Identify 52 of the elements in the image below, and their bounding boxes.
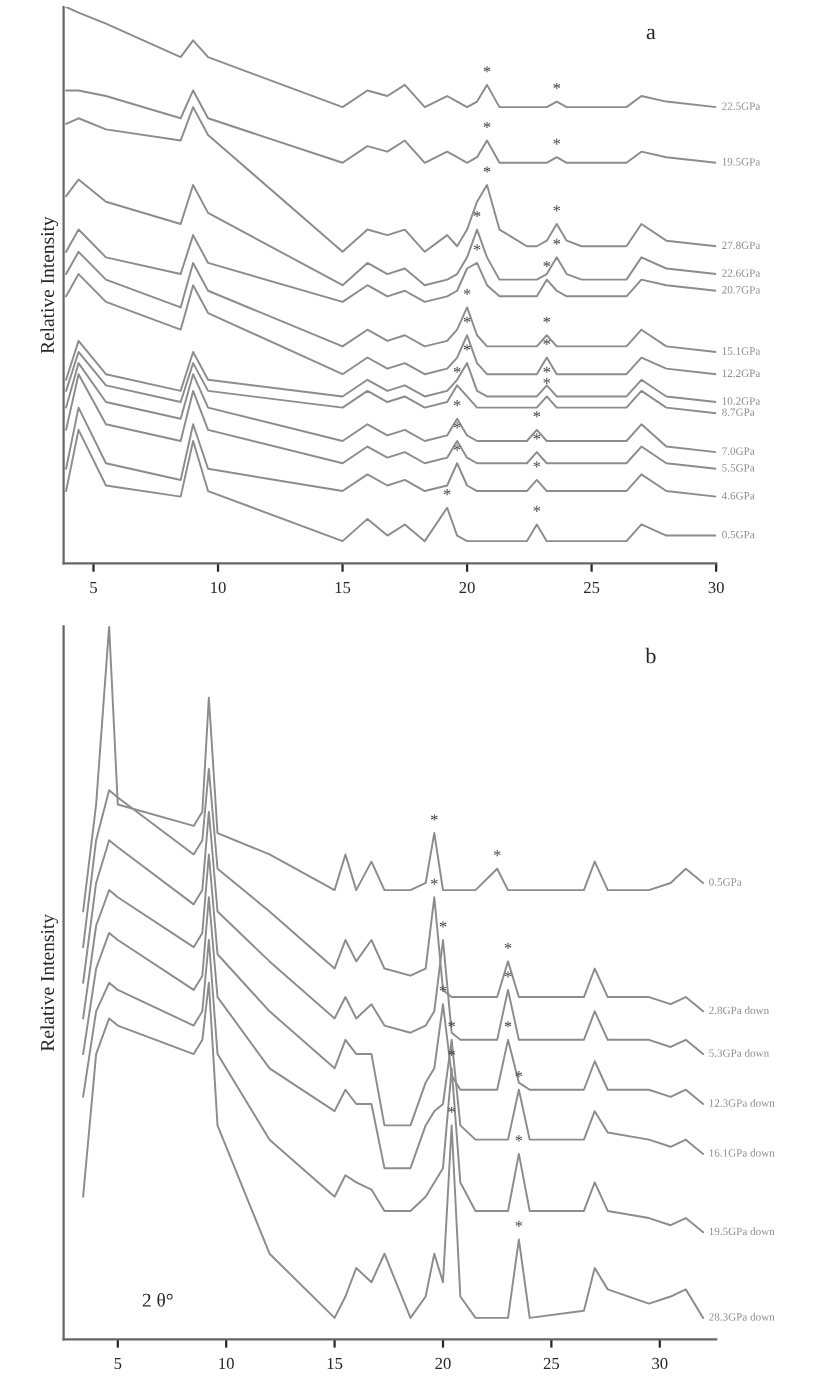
x-tick-label: 5 bbox=[90, 582, 97, 594]
annotation: * bbox=[543, 366, 551, 373]
x-tick-label: 20 bbox=[459, 581, 475, 594]
text: b bbox=[645, 647, 656, 664]
x-tick-label: 25 bbox=[543, 1357, 560, 1370]
annotation: * bbox=[504, 971, 512, 978]
annotation: * bbox=[533, 411, 541, 418]
x-tick-label: 15 bbox=[327, 1357, 343, 1370]
x-tick-label: 25 bbox=[584, 581, 600, 594]
annotation: * bbox=[533, 433, 541, 440]
annotation: * bbox=[543, 261, 551, 268]
x-axis-title: 2 θ° bbox=[142, 1293, 173, 1307]
annotation: * bbox=[473, 244, 481, 251]
annotation: * bbox=[443, 489, 451, 496]
annotation: * bbox=[533, 461, 541, 468]
annotation: * bbox=[439, 921, 447, 928]
annotation: * bbox=[533, 505, 541, 512]
annotation: * bbox=[504, 1021, 512, 1028]
x-tick-label: 10 bbox=[219, 1357, 234, 1370]
annotation: * bbox=[453, 444, 461, 451]
y-axis-title: Relative Intensity bbox=[40, 216, 59, 354]
x-tick-label: 20 bbox=[435, 1357, 451, 1370]
annotation: * bbox=[493, 850, 501, 857]
annotation: * bbox=[543, 338, 551, 346]
annotation: * bbox=[515, 1135, 523, 1142]
annotation: * bbox=[430, 878, 438, 885]
x-tick-label: 15 bbox=[335, 582, 351, 594]
annotation: * bbox=[463, 344, 471, 351]
annotation: * bbox=[553, 138, 561, 145]
annotation: * bbox=[553, 205, 561, 212]
annotation: * bbox=[483, 121, 491, 129]
annotation: * bbox=[453, 366, 461, 373]
y-axis-title: Relative Intensity bbox=[40, 914, 59, 1052]
annotation: * bbox=[553, 238, 561, 245]
annotation: * bbox=[430, 814, 438, 821]
annotation: * bbox=[515, 1220, 523, 1227]
annotation: * bbox=[543, 377, 551, 384]
x-tick-label: 30 bbox=[708, 581, 724, 594]
annotation: * bbox=[543, 316, 551, 323]
annotation: * bbox=[473, 210, 481, 218]
x-tick-label: 5 bbox=[114, 1357, 122, 1370]
annotation: * bbox=[483, 66, 491, 73]
text: a bbox=[646, 28, 656, 40]
annotation: * bbox=[504, 942, 512, 949]
x-tick-label: 30 bbox=[652, 1357, 668, 1370]
annotation: * bbox=[483, 166, 491, 173]
annotation: * bbox=[453, 400, 461, 407]
x-tick-label: 10 bbox=[211, 581, 226, 594]
annotation: * bbox=[463, 288, 471, 295]
annotation: * bbox=[453, 422, 461, 429]
annotation: * bbox=[463, 316, 471, 323]
annotation: * bbox=[553, 82, 561, 90]
